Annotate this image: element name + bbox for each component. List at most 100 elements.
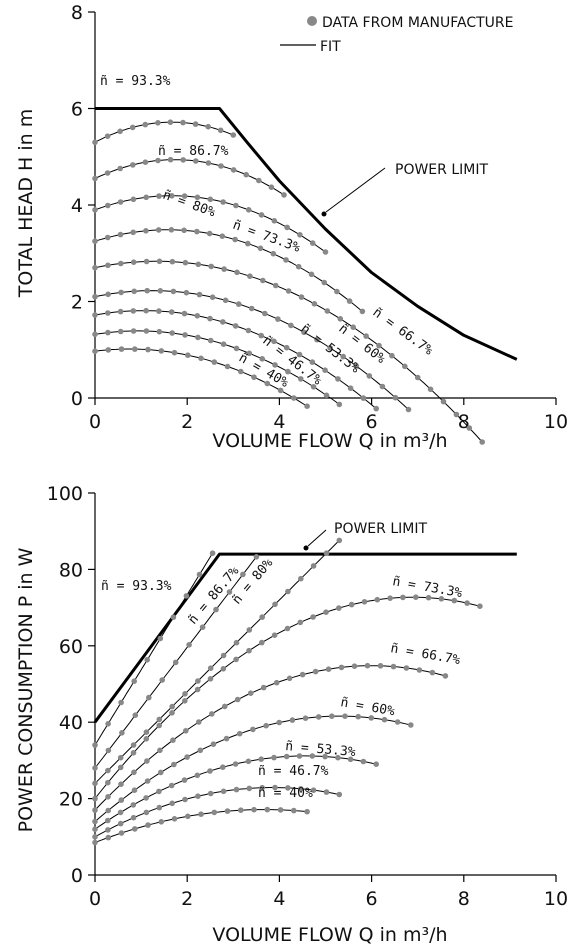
head-data-point bbox=[193, 158, 199, 164]
legend-fit-label: FIT bbox=[320, 39, 341, 55]
head-data-point bbox=[234, 270, 240, 276]
power-chart: 0 2 4 6 8 10020406080100 ñ = 93.3% ñ = 86.7%ñ … bbox=[15, 483, 568, 946]
power-data-point bbox=[195, 678, 201, 684]
head-data-point bbox=[325, 308, 331, 314]
power-data-point bbox=[300, 672, 306, 678]
power-data-point bbox=[157, 748, 163, 754]
power-data-point bbox=[259, 614, 265, 620]
head-data-point bbox=[348, 385, 354, 391]
power-data-point bbox=[92, 781, 98, 787]
power-data-point bbox=[391, 664, 397, 670]
power-data-point bbox=[170, 737, 176, 743]
head-data-point bbox=[92, 176, 98, 182]
head-data-point bbox=[310, 240, 316, 246]
power-data-point bbox=[272, 632, 278, 638]
power-data-point bbox=[464, 600, 470, 606]
head-data-point bbox=[157, 259, 163, 265]
power-data-point bbox=[186, 642, 192, 648]
head-power-limit-pointer bbox=[326, 168, 385, 212]
head-y-tick-label: 8 bbox=[71, 2, 83, 24]
head-data-point bbox=[105, 170, 111, 176]
power-data-point bbox=[254, 554, 260, 560]
head-data-point bbox=[170, 259, 176, 265]
power-data-point bbox=[373, 761, 379, 767]
power-data-point bbox=[261, 685, 267, 691]
legend-data-marker bbox=[307, 16, 317, 26]
power-x-tick-label: 4 bbox=[273, 888, 285, 910]
head-data-point bbox=[118, 261, 124, 267]
power-data-point bbox=[272, 602, 278, 608]
head-data-point bbox=[223, 298, 229, 304]
head-x-tick-label: 0 bbox=[89, 411, 101, 433]
power-data-point bbox=[285, 626, 291, 632]
power-y-tick-label: 80 bbox=[59, 559, 83, 581]
head-data-point bbox=[208, 197, 214, 203]
power-y-tick-label: 60 bbox=[59, 636, 83, 658]
power-data-point bbox=[182, 698, 188, 704]
power-data-point bbox=[313, 669, 319, 675]
power-data-point bbox=[238, 807, 244, 813]
head-data-point bbox=[260, 278, 266, 284]
head-data-point bbox=[269, 184, 275, 190]
head-data-point bbox=[198, 356, 204, 362]
head-data-point bbox=[309, 272, 315, 278]
head-y-tick-label: 6 bbox=[71, 99, 83, 121]
head-data-point bbox=[256, 178, 262, 184]
head-data-point bbox=[258, 333, 264, 339]
power-data-point bbox=[171, 614, 177, 620]
head-data-point bbox=[181, 228, 187, 234]
power-data-point bbox=[182, 777, 188, 783]
power-data-point bbox=[92, 742, 98, 748]
head-data-point bbox=[118, 309, 124, 315]
power-data-point bbox=[362, 599, 368, 605]
head-data-point bbox=[284, 225, 290, 231]
power-x-tick-label: 6 bbox=[366, 888, 378, 910]
head-data-point bbox=[119, 346, 125, 352]
power-data-point bbox=[185, 814, 191, 820]
power-data-point bbox=[118, 755, 124, 761]
head-data-point bbox=[144, 259, 150, 265]
power-data-point bbox=[265, 807, 271, 813]
head-data-point bbox=[193, 121, 199, 127]
power-data-point bbox=[329, 713, 335, 719]
power-data-point bbox=[92, 819, 98, 825]
head-data-point bbox=[299, 294, 305, 300]
power-data-point bbox=[285, 589, 291, 595]
power-data-point bbox=[342, 713, 348, 719]
power-power-limit-label: POWER LIMIT bbox=[334, 521, 427, 537]
head-curves bbox=[92, 109, 517, 445]
power-data-point bbox=[408, 722, 414, 728]
head-data-point bbox=[360, 309, 366, 315]
head-data-point bbox=[312, 301, 318, 307]
head-data-point bbox=[143, 195, 149, 201]
head-data-point bbox=[92, 265, 98, 271]
power-data-point bbox=[248, 690, 254, 696]
power-data-point bbox=[131, 750, 137, 756]
power-data-point bbox=[221, 653, 227, 659]
power-data-point bbox=[247, 786, 253, 792]
head-data-point bbox=[169, 309, 175, 315]
power-data-point bbox=[105, 768, 111, 774]
head-data-point bbox=[380, 384, 386, 390]
power-data-point bbox=[118, 810, 124, 816]
power-data-point bbox=[234, 787, 240, 793]
power-data-point bbox=[169, 801, 175, 807]
power-curve-labels: ñ = 93.3% ñ = 86.7%ñ = 80% ñ = 73.3%ñ = 66… bbox=[101, 556, 463, 801]
head-data-point bbox=[130, 230, 136, 236]
head-data-point bbox=[105, 263, 111, 269]
power-data-point bbox=[144, 758, 150, 764]
head-data-point bbox=[271, 251, 277, 257]
head-data-point bbox=[231, 132, 237, 138]
power-data-point bbox=[271, 755, 277, 761]
power-data-point bbox=[146, 695, 152, 701]
power-fit-line bbox=[95, 756, 376, 829]
power-data-point bbox=[258, 756, 264, 762]
power-data-point bbox=[119, 730, 125, 736]
head-data-point bbox=[210, 294, 216, 300]
power-data-point bbox=[208, 676, 214, 682]
head-data-point bbox=[467, 425, 473, 431]
power-data-point bbox=[144, 729, 150, 735]
head-data-point bbox=[218, 128, 224, 134]
head-data-point bbox=[258, 246, 264, 252]
